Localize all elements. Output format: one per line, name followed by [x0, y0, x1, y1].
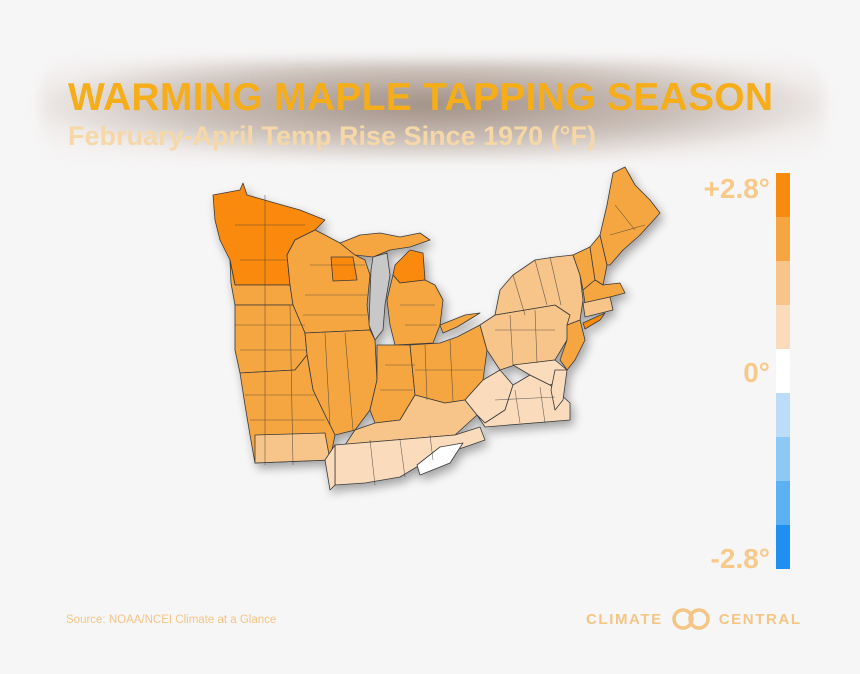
region-iowa [234, 304, 308, 374]
lake-michigan [368, 252, 391, 341]
legend-mid-label: 0° [743, 357, 770, 388]
legend-swatch [776, 173, 790, 217]
title-shadow-band [40, 60, 825, 160]
region-connecticut [582, 296, 614, 318]
source-note: Source: NOAA/NCEI Climate at a Glance [66, 614, 277, 626]
temperature-map [195, 165, 685, 495]
region-delmarva [550, 369, 568, 411]
legend-swatch [776, 481, 790, 525]
region-michigan-lp [386, 274, 444, 346]
legend-swatch [776, 217, 790, 261]
legend-swatch [776, 393, 790, 437]
legend-bottom-label: -2.8° [710, 543, 770, 574]
logo-rings-icon [672, 608, 710, 630]
page-subtitle: February-April Temp Rise Since 1970 (°F) [68, 121, 596, 151]
color-legend: +2.8° 0° -2.8° [700, 165, 800, 585]
brand-right-text: CENTRAL [718, 610, 802, 628]
region-maine [599, 166, 661, 266]
legend-swatch [776, 525, 790, 569]
region-new-jersey [559, 319, 586, 371]
region-wisconsin [286, 229, 371, 334]
region-arkansas [324, 444, 336, 491]
region-long-island [582, 312, 606, 330]
map-svg [212, 166, 661, 491]
page-title: WARMING MAPLE TAPPING SEASON [68, 76, 774, 119]
lake-erie [439, 312, 481, 334]
brand-left-text: CLIMATE [586, 610, 663, 628]
legend-swatch [776, 305, 790, 349]
region-michigan-up [339, 232, 431, 258]
region-michigan-north [392, 249, 426, 284]
legend-top-label: +2.8° [703, 173, 770, 204]
brand-logo: CLIMATE CENTRAL [586, 607, 802, 631]
division-lines [235, 195, 646, 486]
legend-swatch [776, 349, 790, 393]
legend-color-bar [776, 173, 790, 569]
region-wisconsin-north [330, 256, 358, 282]
legend-swatch [776, 261, 790, 305]
legend-swatch [776, 437, 790, 481]
region-tennessee-neutral [416, 442, 464, 476]
